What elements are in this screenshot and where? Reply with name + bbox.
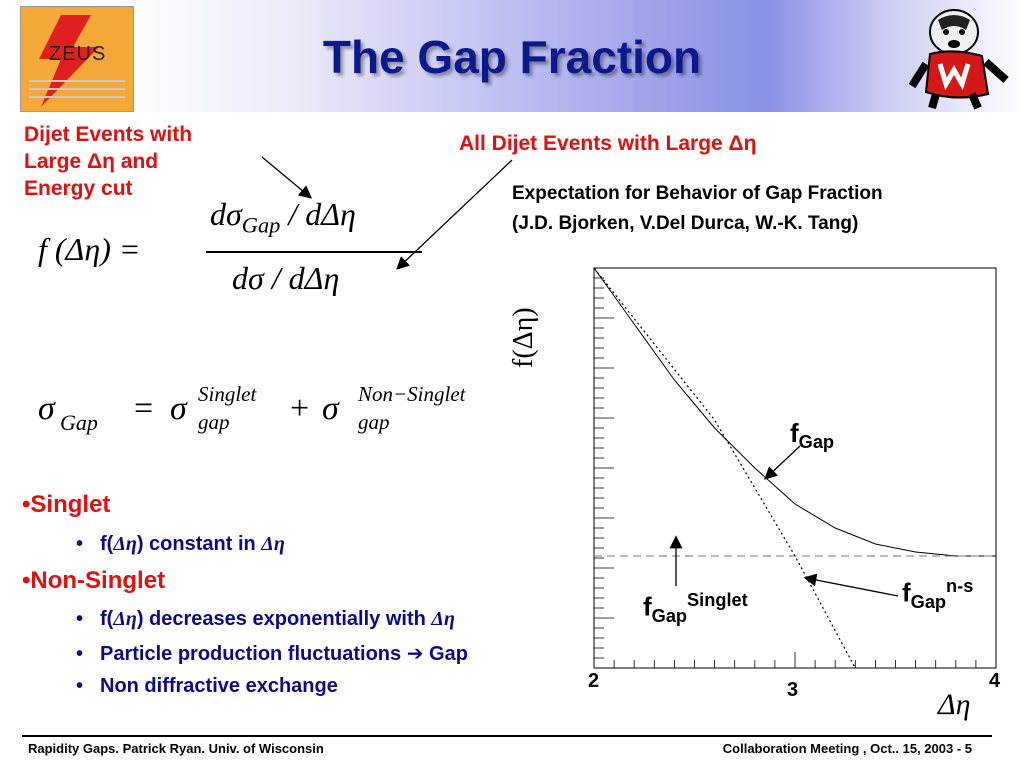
badger-mascot — [906, 2, 1016, 110]
header-band — [0, 0, 1024, 112]
label-sup: n-s — [946, 576, 974, 596]
expectation-line-1: Expectation for Behavior of Gap Fraction — [512, 183, 883, 204]
bullet-singlet: •Singlet — [22, 491, 111, 518]
chart-xlabel: Δη — [938, 688, 971, 721]
x-tick-label: 4 — [989, 670, 1001, 692]
label-f: f — [902, 577, 911, 608]
bullet-non-singlet: •Non-Singlet — [22, 567, 166, 594]
numerator-tail: / dΔη — [288, 196, 356, 232]
annotation-line: Energy cut — [24, 177, 133, 200]
delta-eta: Δη — [431, 608, 455, 630]
label-f: f — [643, 591, 652, 622]
label-sub: Gap — [910, 591, 947, 612]
label-f: f — [790, 418, 799, 448]
equals: = — [134, 390, 154, 427]
bullet-dot: • — [76, 533, 84, 555]
arrow-to-fns — [803, 573, 899, 597]
lightning-icon — [29, 15, 125, 107]
bullet-non-singlet-label: Non-Singlet — [30, 567, 166, 594]
sigma-2-sup: Singlet — [198, 382, 257, 406]
delta-eta: Δη — [113, 533, 137, 555]
footer-rule — [22, 735, 992, 737]
page-title: The Gap Fraction — [322, 31, 702, 83]
bullet-dot: • — [76, 608, 84, 630]
annotation-line: Dijet Events with — [24, 123, 193, 146]
sigma-2: σ — [170, 390, 187, 427]
badger-icon — [908, 9, 1009, 110]
footer-right: Collaboration Meeting , Oct.. 15, 2003 -… — [722, 741, 972, 756]
label-f-gap: fGap — [790, 418, 834, 453]
sigma-3-sup: Non−Singlet — [358, 382, 466, 406]
numerator-dsigma: dσ — [210, 196, 242, 232]
sigma-2-sub: gap — [198, 410, 230, 434]
sigma-3-sub: gap — [358, 410, 390, 434]
zeus-logo: ZEUS — [20, 6, 134, 112]
fraction-bar — [206, 251, 422, 253]
sigma-1-sub: Gap — [60, 410, 98, 435]
right-arrow-icon: ➔ — [406, 643, 424, 665]
arrow-to-fgap — [764, 445, 801, 480]
formula-lhs: f (Δη) = — [38, 231, 141, 267]
plus: + — [290, 390, 310, 427]
label-sub: Gap — [798, 432, 835, 453]
bullet-text: f( — [100, 533, 114, 555]
x-tick-label: 3 — [787, 679, 799, 701]
expectation-line-2: (J.D. Bjorken, V.Del Durca, W.-K. Tang) — [512, 213, 859, 234]
sigma-1: σ — [38, 390, 55, 427]
bullet-dot: • — [76, 643, 84, 665]
annotation-dijet-energy: Dijet Events with Large Δη and Energy cu… — [24, 121, 192, 202]
bullet-text: Gap — [423, 643, 468, 665]
bullet-text: ) constant in — [136, 533, 262, 555]
x-tick-label: 2 — [588, 670, 600, 692]
zeus-logo-text: ZEUS — [49, 43, 107, 65]
label-sup: Singlet — [687, 590, 748, 610]
annotation-all-dijet: All Dijet Events with Large Δη — [459, 132, 757, 155]
footer-left: Rapidity Gaps. Patrick Ryan. Univ. of Wi… — [28, 741, 324, 756]
arrow-to-numerator — [261, 156, 312, 199]
label-f-gap-singlet: fGapSinglet — [643, 590, 748, 627]
arrow-to-denominator — [396, 159, 513, 270]
annotation-line: Large Δη and — [24, 150, 159, 173]
formula-sigma-gap: σ Gap = σ Singlet gap + σ Non−Singlet ga… — [38, 382, 508, 454]
bullet-particle-production: • Particle production fluctuations ➔ Gap — [76, 641, 468, 666]
bullet-non-singlet-detail: • f(Δη) decreases exponentially with Δη — [76, 608, 455, 631]
label-f-gap-ns: fGapn-s — [902, 576, 973, 613]
sigma-3: σ — [322, 390, 339, 427]
gap-fraction-chart: f(Δη) Δη 2 3 4 fGap fGapSinglet fGapn-s — [500, 258, 1020, 728]
bullet-non-diffractive: • Non diffractive exchange — [76, 675, 338, 698]
label-sub: Gap — [651, 605, 688, 626]
chart-svg — [593, 267, 997, 669]
delta-eta: Δη — [113, 608, 137, 630]
bullet-text: f( — [100, 608, 114, 630]
bullet-text: Non diffractive exchange — [100, 675, 338, 697]
series-line-solid — [593, 267, 996, 557]
delta-eta: Δη — [261, 533, 285, 555]
bullet-singlet-label: Singlet — [30, 491, 111, 518]
numerator-sub: Gap — [241, 212, 281, 238]
chart-ylabel: f(Δη) — [508, 307, 539, 368]
bullet-text: Particle production fluctuations — [100, 643, 407, 665]
formula-gap-fraction: f (Δη) = dσGap / dΔη dσ / dΔη — [38, 196, 438, 306]
bullet-text: ) decreases exponentially with — [136, 608, 432, 630]
bullet-dot: • — [76, 675, 84, 697]
series-line-dotted — [593, 267, 856, 669]
formula-numerator: dσGap / dΔη — [210, 196, 356, 238]
formula-denominator: dσ / dΔη — [232, 260, 340, 296]
bullet-singlet-detail: • f(Δη) constant in Δη — [76, 533, 285, 556]
